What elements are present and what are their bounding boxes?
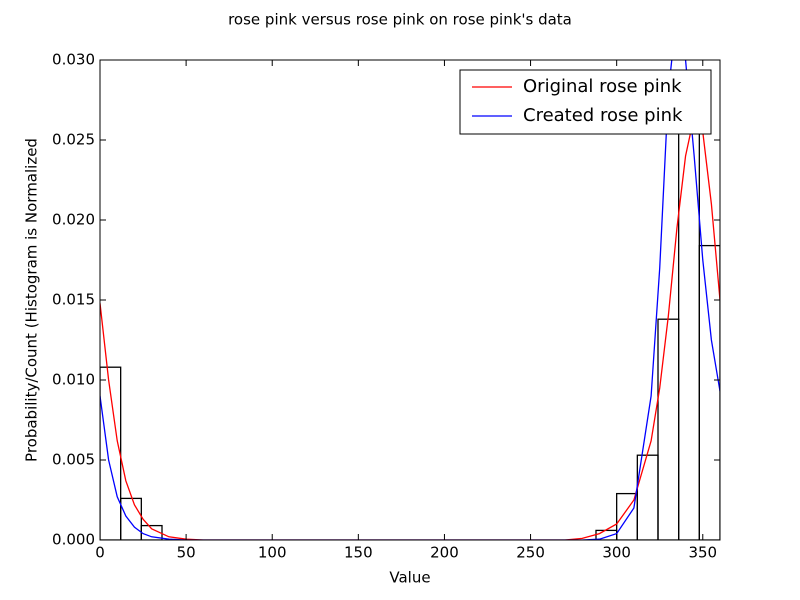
y-tick-label: 0.010 bbox=[52, 371, 95, 389]
x-tick-label: 0 bbox=[95, 544, 105, 562]
x-tick-label: 300 bbox=[602, 544, 631, 562]
legend-label: Created rose pink bbox=[523, 105, 683, 126]
x-tick-label: 200 bbox=[430, 544, 459, 562]
x-tick-label: 250 bbox=[516, 544, 545, 562]
y-tick-label: 0.000 bbox=[52, 531, 95, 549]
x-axis-label: Value bbox=[389, 569, 430, 587]
y-tick-label: 0.005 bbox=[52, 451, 95, 469]
y-tick-label: 0.020 bbox=[52, 211, 95, 229]
legend-label: Original rose pink bbox=[523, 76, 682, 97]
line-series bbox=[100, 114, 720, 540]
y-axis-label: Probability/Count (Histogram is Normaliz… bbox=[23, 138, 41, 462]
y-tick-label: 0.030 bbox=[52, 51, 95, 69]
histogram-bar bbox=[100, 366, 122, 540]
x-tick-label: 150 bbox=[344, 544, 373, 562]
y-tick-label: 0.025 bbox=[52, 131, 95, 149]
x-tick-label: 350 bbox=[688, 544, 717, 562]
line-series bbox=[100, 60, 720, 540]
y-tick-label: 0.015 bbox=[52, 291, 95, 309]
chart-title: rose pink versus rose pink on rose pink'… bbox=[228, 11, 572, 29]
legend-box bbox=[459, 69, 712, 135]
x-tick-label: 100 bbox=[258, 544, 287, 562]
x-tick-label: 50 bbox=[177, 544, 196, 562]
